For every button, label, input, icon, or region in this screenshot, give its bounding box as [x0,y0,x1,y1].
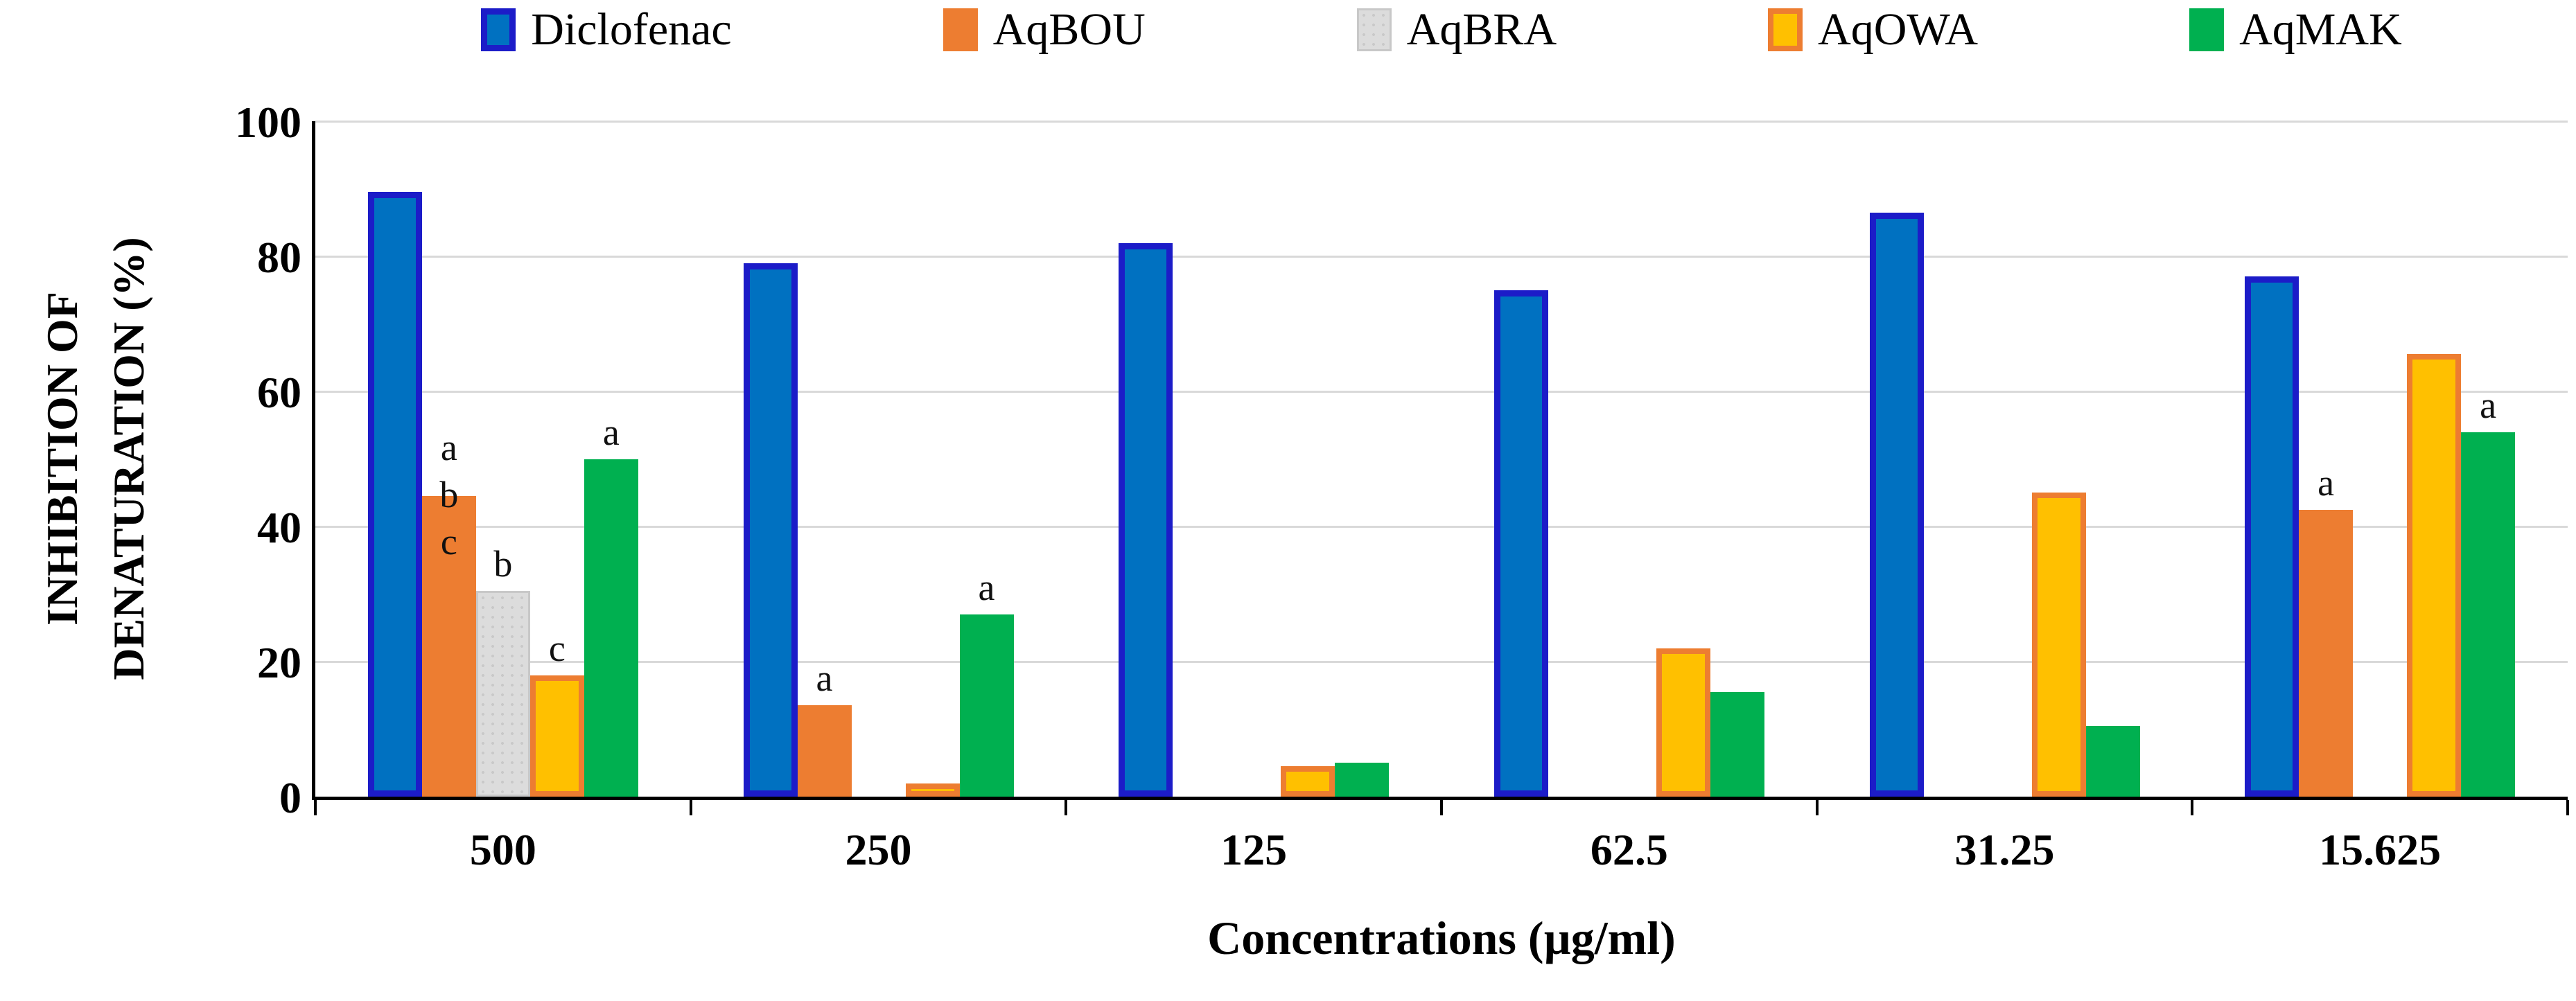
x-cat-label-31.25: 31.25 [1954,825,2055,874]
bar-AqBOU-250 [797,705,852,797]
bar-AqOWA-250 [905,783,960,797]
bar-AqOWA-15.625 [2407,354,2462,797]
sig-letter: a [2480,384,2497,426]
bar-AqMAK-31.25 [2085,725,2140,797]
y-axis-line [312,121,315,800]
sig-letter: b [493,542,513,585]
bar-AqOWA-31.25 [2031,493,2086,797]
y-axis-title: INHIBITION OF DENATURATION (%) [29,237,162,680]
sig-letters-AqMAK-500: a [563,409,660,456]
bar-AqMAK-250 [959,614,1014,797]
bar-AqOWA-125 [1281,766,1335,797]
sig-letters-AqBOU-250: a [776,655,873,702]
x-axis-title: Concentrations (µg/ml) [1207,912,1676,964]
legend-item-AqMAK: AqMAK [2189,7,2402,53]
legend-item-AqBOU: AqBOU [943,7,1146,53]
bar-AqMAK-125 [1335,763,1390,797]
x-axis-line [312,797,2568,800]
sig-letter: b [439,474,459,516]
bar-AqMAK-500 [584,459,638,797]
y-tick-label-20: 20 [257,638,301,687]
sig-letter: a [816,657,833,700]
legend-label-AqBRA: AqBRA [1406,4,1557,55]
sig-letter: a [602,411,620,453]
bar-AqMAK-15.625 [2461,432,2516,797]
sig-letter: c [548,627,566,669]
legend-swatch-AqOWA [1768,8,1803,51]
legend-item-Diclofenac: Diclofenac [481,7,732,53]
x-cat-label-15.625: 15.625 [2319,825,2442,874]
x-axis-tick-3 [1440,800,1443,815]
x-cat-label-500: 500 [469,825,536,874]
y-axis-title-line1: INHIBITION OF [37,292,87,626]
y-tick-label-40: 40 [257,503,301,552]
bar-Diclofenac-500 [367,192,422,797]
sig-letters-AqBOU-15.625: a [2277,459,2374,506]
sig-letters-AqMAK-15.625: a [2439,382,2536,429]
y-tick-label-60: 60 [257,368,301,417]
gridline-80 [313,256,2568,258]
bar-AqOWA-500 [529,675,584,797]
bar-Diclofenac-31.25 [1869,212,1924,797]
legend-swatch-AqBRA [1356,8,1392,51]
x-cat-label-250: 250 [845,825,912,874]
x-axis-tick-6 [2566,800,2569,815]
y-axis-title-line2: DENATURATION (%) [104,237,153,680]
x-axis-tick-5 [2191,800,2194,815]
sig-letter: a [978,566,995,608]
bar-Diclofenac-62.5 [1493,290,1548,797]
gridline-60 [313,391,2568,393]
sig-letters-AqOWA-500: c [509,625,606,672]
x-axis-tick-1 [689,800,692,815]
bar-Diclofenac-250 [743,263,798,797]
legend-label-AqBOU: AqBOU [992,4,1146,55]
legend-item-AqBRA: AqBRA [1356,4,1557,55]
legend-item-AqOWA: AqOWA [1768,7,1978,53]
bar-AqOWA-62.5 [1656,648,1710,797]
bar-AqBRA-500 [475,590,530,797]
sig-letter: c [440,521,457,563]
legend-swatch-AqMAK [2189,8,2225,51]
x-cat-label-62.5: 62.5 [1590,825,1668,874]
x-cat-label-125: 125 [1220,825,1288,874]
legend-label-AqOWA: AqOWA [1818,4,1979,55]
bar-AqMAK-62.5 [1710,691,1764,797]
chart-legend: Diclofenac AqBOU AqBRA AqOWA AqMAK [315,7,2568,53]
sig-letter: a [440,427,457,469]
sig-letters-AqMAK-250: a [938,564,1035,611]
x-axis-tick-2 [1064,800,1068,815]
bar-Diclofenac-125 [1119,242,1173,797]
bar-AqBOU-500 [421,496,476,797]
sig-letters-AqBRA-500: b [455,540,552,587]
x-axis-tick-0 [314,800,317,815]
y-tick-label-100: 100 [235,98,301,147]
gridline-40 [313,526,2568,528]
gridline-100 [313,121,2568,123]
bar-Diclofenac-15.625 [2245,276,2299,797]
sig-letter: a [2317,461,2335,504]
legend-swatch-AqBOU [943,8,978,51]
gridline-20 [313,661,2568,663]
x-axis-tick-4 [1815,800,1819,815]
legend-swatch-Diclofenac [481,8,516,51]
y-tick-label-0: 0 [279,773,301,822]
legend-label-Diclofenac: Diclofenac [531,4,732,55]
legend-label-AqMAK: AqMAK [2239,4,2402,55]
bar-AqBOU-15.625 [2299,509,2354,797]
y-tick-label-80: 80 [257,233,301,282]
